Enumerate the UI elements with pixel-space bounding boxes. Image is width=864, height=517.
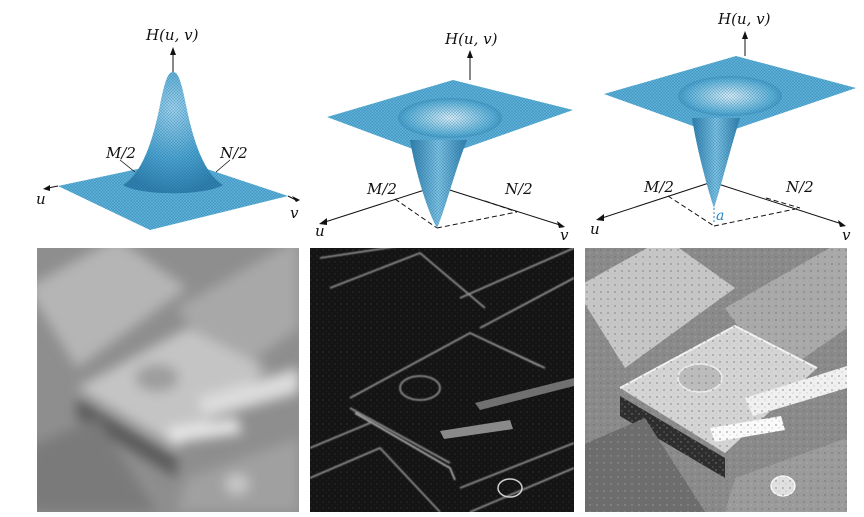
u-mid-label: M/2 bbox=[105, 144, 136, 162]
v-mid-label: N/2 bbox=[219, 144, 248, 162]
u-axis-label: u bbox=[36, 190, 46, 208]
emphasis-filter-plot: H(u, v) M/2 N/2 u v a bbox=[580, 0, 864, 248]
u-axis-label: u bbox=[590, 220, 600, 238]
u-axis-label: u bbox=[315, 222, 325, 240]
v-axis-label: v bbox=[842, 226, 851, 244]
z-axis-label: H(u, v) bbox=[717, 10, 771, 28]
u-mid-label: M/2 bbox=[643, 178, 674, 196]
highpass-result-image bbox=[309, 245, 575, 513]
v-axis-label: v bbox=[290, 204, 299, 222]
lowpass-result-image bbox=[27, 238, 299, 512]
lowpass-filter-plot: H(u, v) M/2 N/2 u v bbox=[20, 0, 305, 248]
v-mid-label: N/2 bbox=[785, 178, 814, 196]
u-mid-label: M/2 bbox=[366, 180, 397, 198]
z-axis-label: H(u, v) bbox=[444, 30, 498, 48]
emphasis-result-image bbox=[575, 238, 847, 512]
v-axis-label: v bbox=[560, 226, 569, 244]
highpass-filter-plot: H(u, v) M/2 N/2 u v bbox=[305, 0, 580, 248]
offset-a-label: a bbox=[716, 208, 724, 224]
v-mid-label: N/2 bbox=[504, 180, 533, 198]
z-axis-label: H(u, v) bbox=[145, 26, 199, 44]
